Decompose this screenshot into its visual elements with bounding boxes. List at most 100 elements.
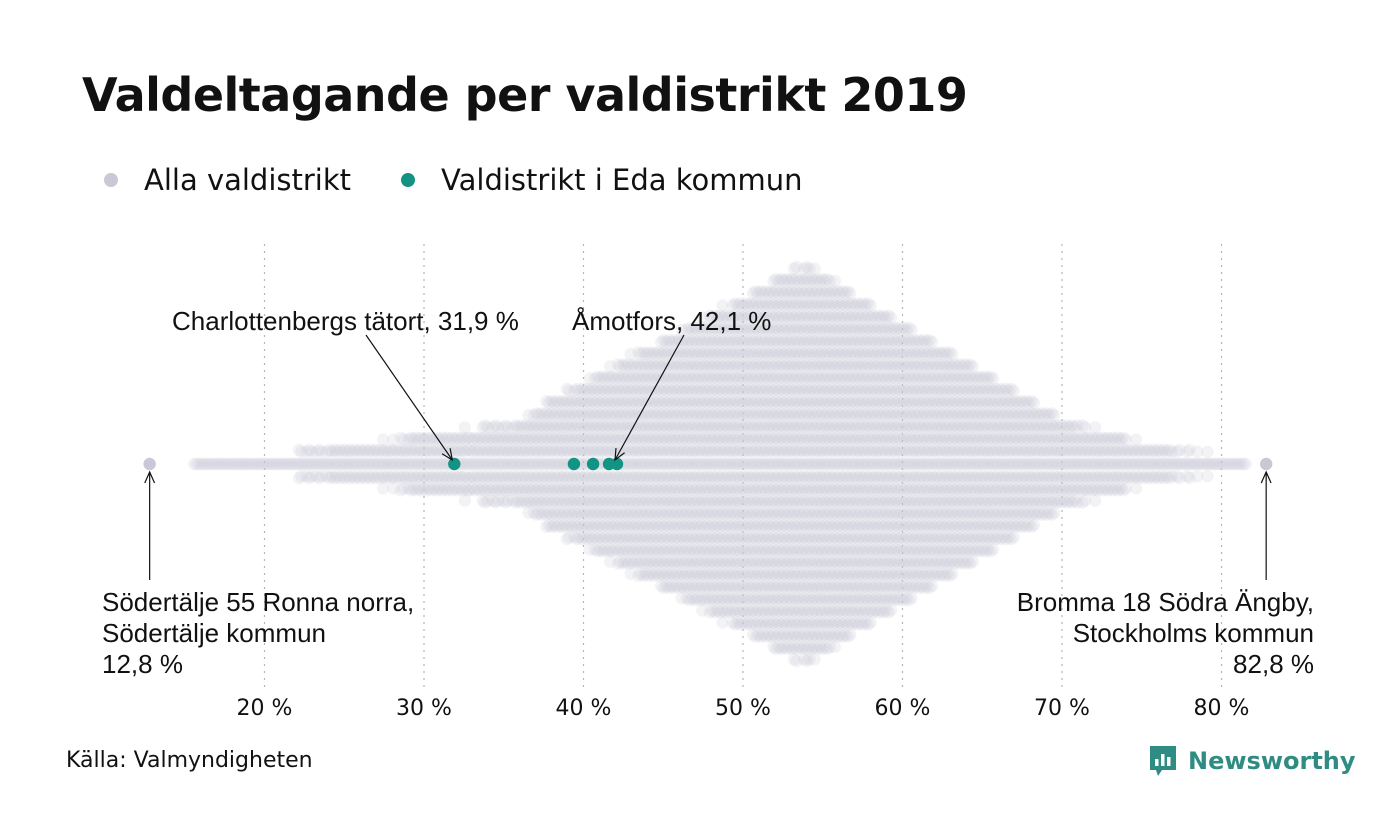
district-point [1129,482,1143,495]
district-point [560,532,574,546]
district-point [387,433,400,446]
district-point [532,421,545,434]
district-point [354,457,367,471]
district-point [389,471,403,485]
district-point [254,457,267,471]
district-point [570,395,584,408]
district-point [905,323,918,336]
district-point [532,409,545,422]
district-point [361,457,375,471]
district-point [484,471,497,485]
annotation-line: Södertälje kommun [102,618,326,648]
district-point [494,457,507,471]
district-point [456,443,469,457]
district-point [425,484,438,497]
district-point [417,433,431,446]
district-point [297,457,311,471]
district-point [440,471,454,485]
district-point [428,457,441,471]
district-point [565,520,579,533]
district-point [576,520,589,533]
district-point [489,419,502,432]
district-point [550,443,563,457]
district-point [1089,421,1102,434]
district-point [535,471,548,485]
district-point [509,496,523,509]
district-point [246,457,260,471]
district-point [208,457,221,471]
district-point [570,443,584,457]
district-point [453,482,466,495]
district-point [466,457,479,471]
district-point [581,419,594,432]
district-point [565,419,579,432]
district-point [568,445,581,458]
district-point [435,471,449,485]
district-point [494,484,507,497]
district-point [555,471,568,485]
eda-district-point [586,457,600,471]
district-point [499,496,512,509]
district-point [576,484,589,497]
district-point [553,421,566,434]
district-point [348,457,362,471]
district-point [323,457,336,471]
district-point [570,471,584,485]
district-point [438,445,451,458]
district-point [300,457,313,471]
district-point [484,443,497,457]
district-point [542,409,556,422]
district-point [361,470,375,483]
district-point [502,470,515,483]
district-point [537,506,551,519]
district-point [522,482,535,495]
district-point [517,445,530,458]
district-point [310,457,323,471]
district-point [573,445,586,458]
district-point [481,433,494,446]
x-tick-label: 70 % [1034,696,1090,721]
district-point [588,506,602,519]
district-point [576,443,589,457]
district-point [560,443,574,457]
district-point [514,484,528,497]
district-point [445,431,459,444]
district-point [532,506,545,519]
district-point [502,494,515,507]
district-point [435,484,449,497]
district-point [578,445,591,458]
district-point [586,520,599,533]
district-point [453,445,466,458]
district-point [560,471,574,485]
district-point [588,372,602,385]
district-point [555,431,568,444]
district-point [530,443,543,457]
district-point [548,445,561,458]
district-point [221,457,234,471]
district-point [323,443,336,457]
district-point [578,384,591,397]
district-point [440,431,454,444]
district-point [530,484,543,497]
district-point [578,396,591,410]
district-point [563,506,576,519]
district-point [568,433,581,446]
district-point [591,419,604,432]
district-point [1048,506,1061,519]
district-point [479,431,492,444]
annotation-line: Stockholms kommun [1073,618,1314,648]
annotation-line: Södertälje 55 Ronna norra, [102,587,414,617]
district-point [486,433,500,446]
district-point [540,484,553,497]
district-point [535,496,548,509]
district-point [461,457,474,471]
district-point [277,457,290,471]
district-point [458,482,471,495]
district-point [540,395,553,408]
x-tick-label: 60 % [875,696,931,721]
district-point [463,471,477,485]
district-point [517,457,530,471]
district-point [537,470,551,483]
district-point [195,457,209,471]
district-point [417,445,431,458]
